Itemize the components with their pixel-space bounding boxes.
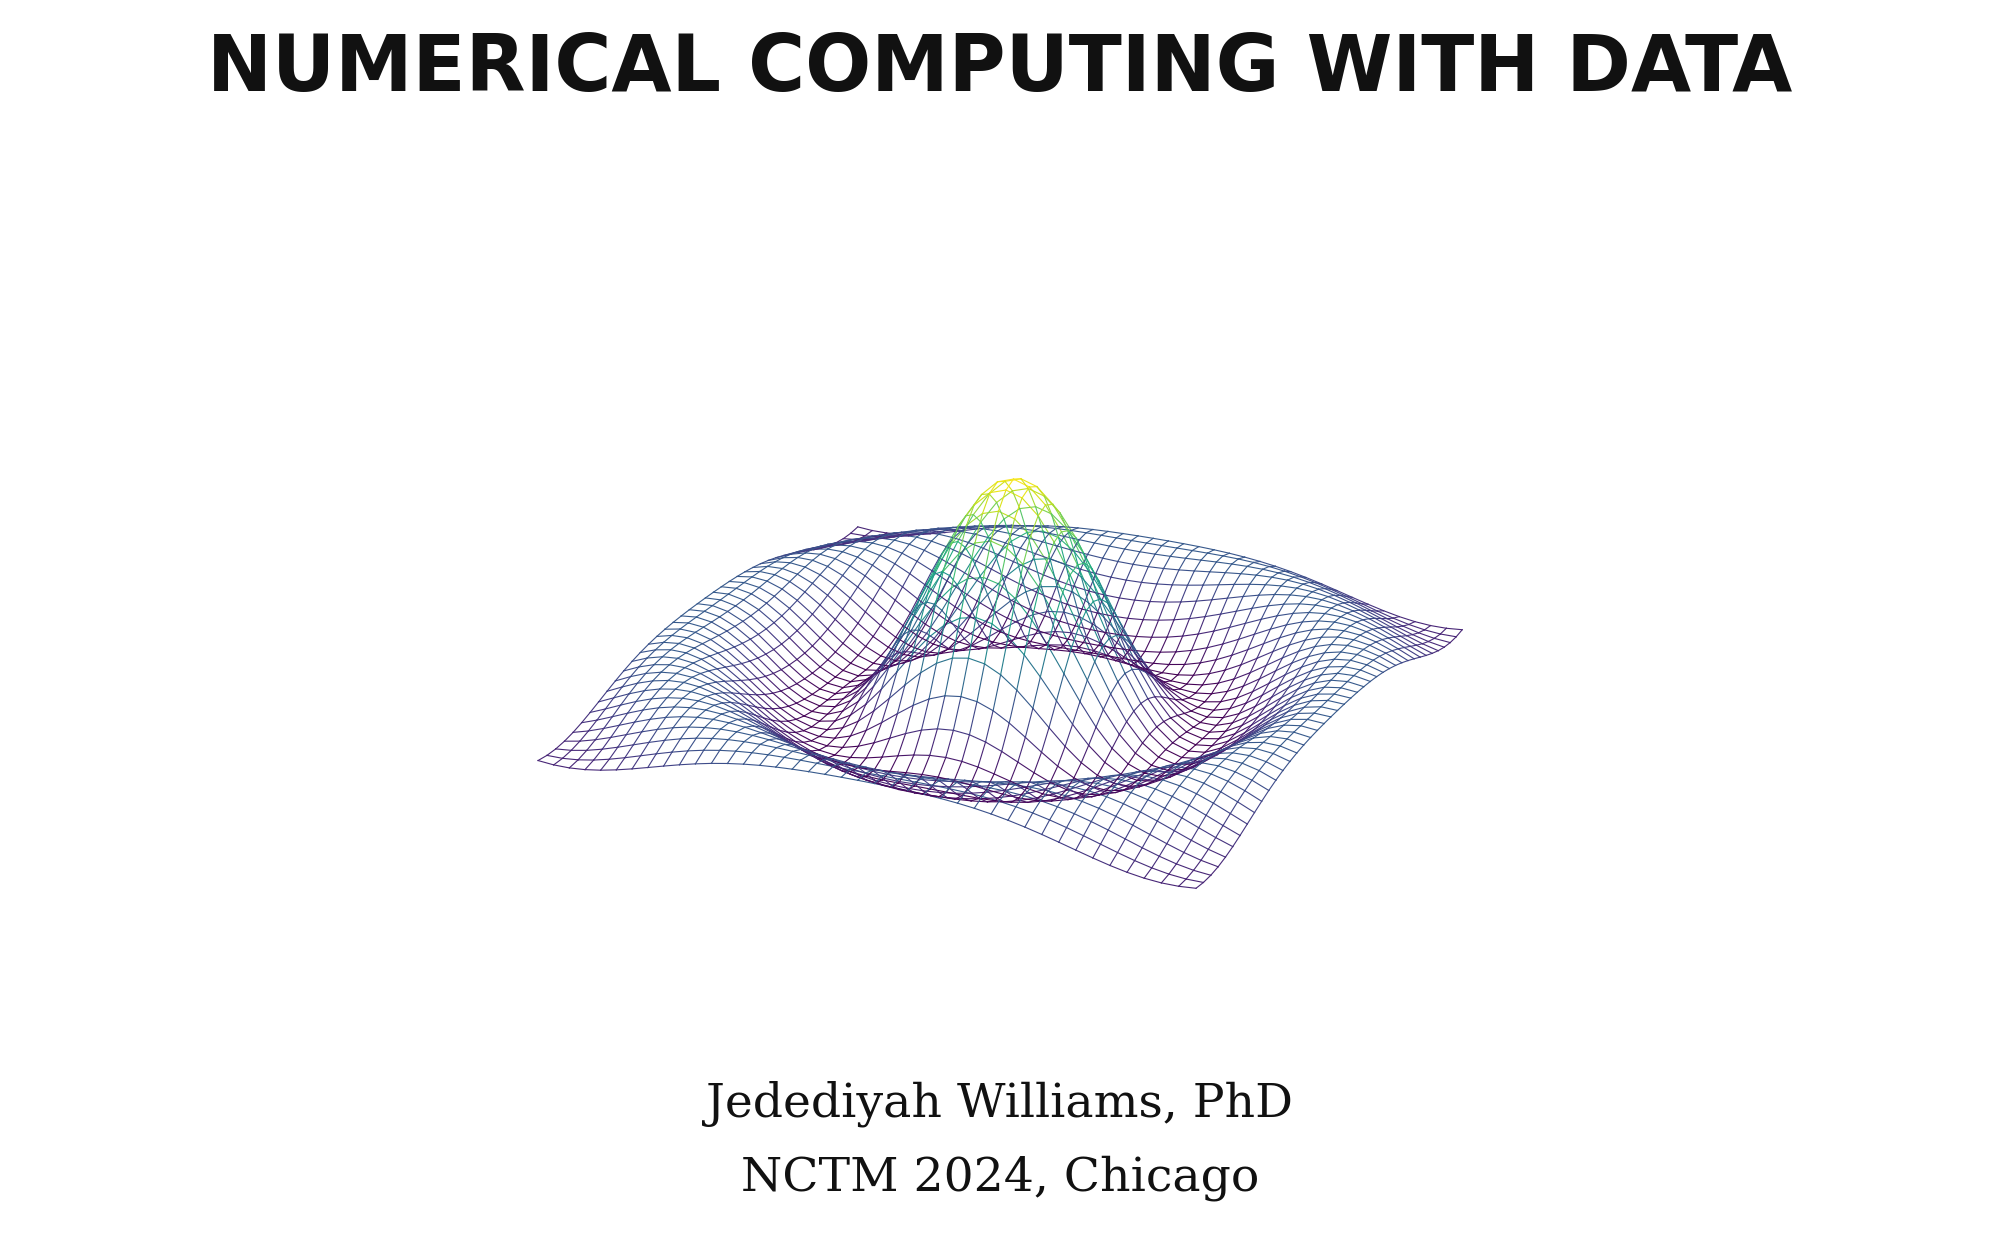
Text: Jedediyah Williams, PhD: Jedediyah Williams, PhD <box>706 1080 1294 1127</box>
Text: NUMERICAL COMPUTING WITH DATA: NUMERICAL COMPUTING WITH DATA <box>208 31 1792 107</box>
Text: NCTM 2024, Chicago: NCTM 2024, Chicago <box>740 1156 1260 1201</box>
